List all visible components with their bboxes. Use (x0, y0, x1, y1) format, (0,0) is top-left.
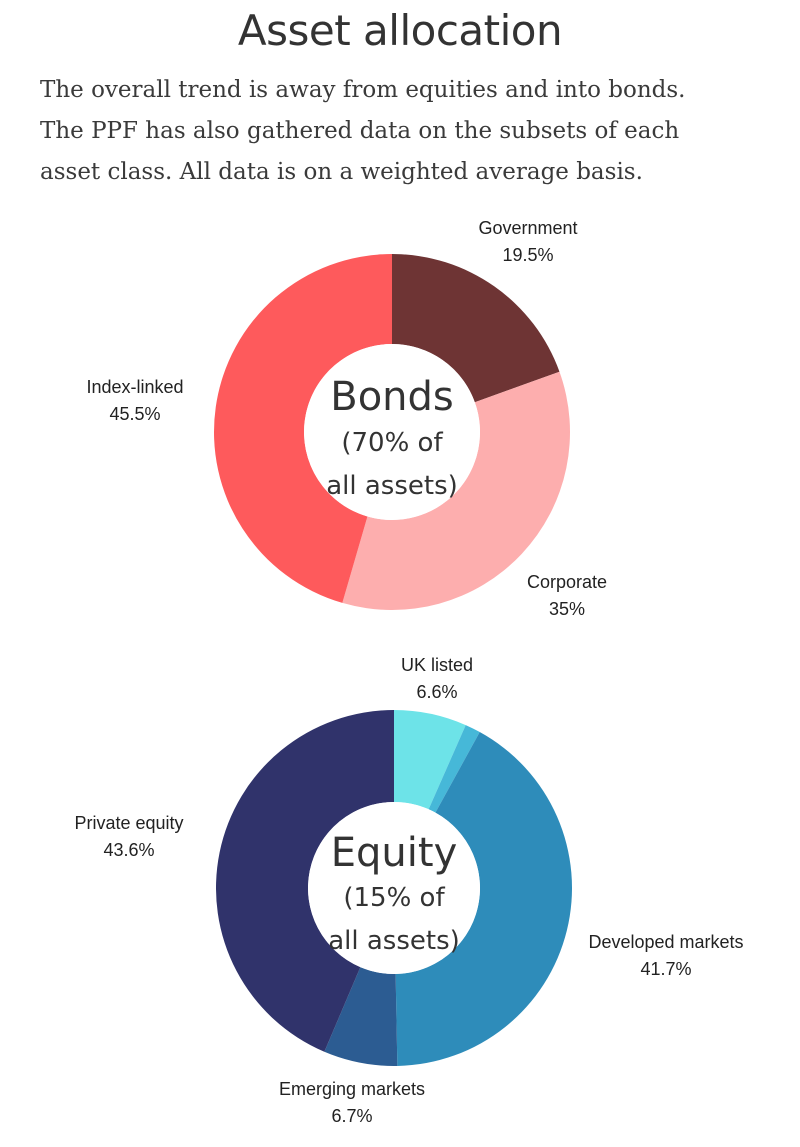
subtitle-line-3: asset class. All data is on a weighted a… (40, 159, 643, 185)
bonds-slice-value: 45.5% (109, 404, 160, 424)
equity-slice-name: UK listed (401, 655, 473, 675)
bonds-center-subtitle: all assets) (326, 471, 458, 501)
bonds-center-subtitle: (70% of (341, 428, 443, 458)
bonds-slice-value: 19.5% (502, 245, 553, 265)
equity-slice-name: Private equity (74, 813, 183, 833)
equity-slice-uk-listed (394, 710, 466, 810)
equity-donut: UK listed 6.6% Developed markets 41.7% Emerg… (74, 655, 743, 1126)
bonds-center-hole (304, 344, 480, 520)
equity-slice-value: 6.7% (331, 1106, 372, 1126)
equity-slice-value: 6.6% (416, 682, 457, 702)
page-subtitle: The overall trend is away from equities … (40, 70, 780, 193)
equity-slice-name: Emerging markets (279, 1079, 425, 1099)
bonds-slice-government (392, 254, 560, 403)
bonds-donut: Government 19.5% Corporate 35% Index-linked 4… (86, 218, 607, 619)
bonds-center-title: Bonds (330, 374, 454, 420)
equity-center-hole (308, 802, 480, 974)
equity-center-title: Equity (331, 830, 457, 876)
bonds-slice-value: 35% (549, 599, 585, 619)
equity-slice-emerging-markets (324, 967, 398, 1066)
subtitle-line-1: The overall trend is away from equities … (40, 77, 686, 103)
equity-center-subtitle: (15% of (343, 883, 445, 913)
equity-slice-name: Developed markets (588, 932, 743, 952)
equity-slice-developed-markets (395, 732, 573, 1066)
bonds-slice-index-linked (214, 253, 392, 603)
bonds-slice-corporate (342, 371, 570, 611)
equity-slice-private-equity (215, 710, 394, 1052)
equity-slice-value: 41.7% (640, 959, 691, 979)
equity-center-subtitle: all assets) (328, 926, 460, 956)
bonds-slice-name: Corporate (527, 572, 607, 592)
equity-slice-unlabelled (428, 725, 480, 813)
bonds-slice-name: Index-linked (86, 377, 183, 397)
subtitle-line-2: The PPF has also gathered data on the su… (40, 118, 680, 144)
page-title: Asset allocation (237, 6, 563, 55)
bonds-slice-name: Government (478, 218, 577, 238)
equity-slice-value: 43.6% (103, 840, 154, 860)
